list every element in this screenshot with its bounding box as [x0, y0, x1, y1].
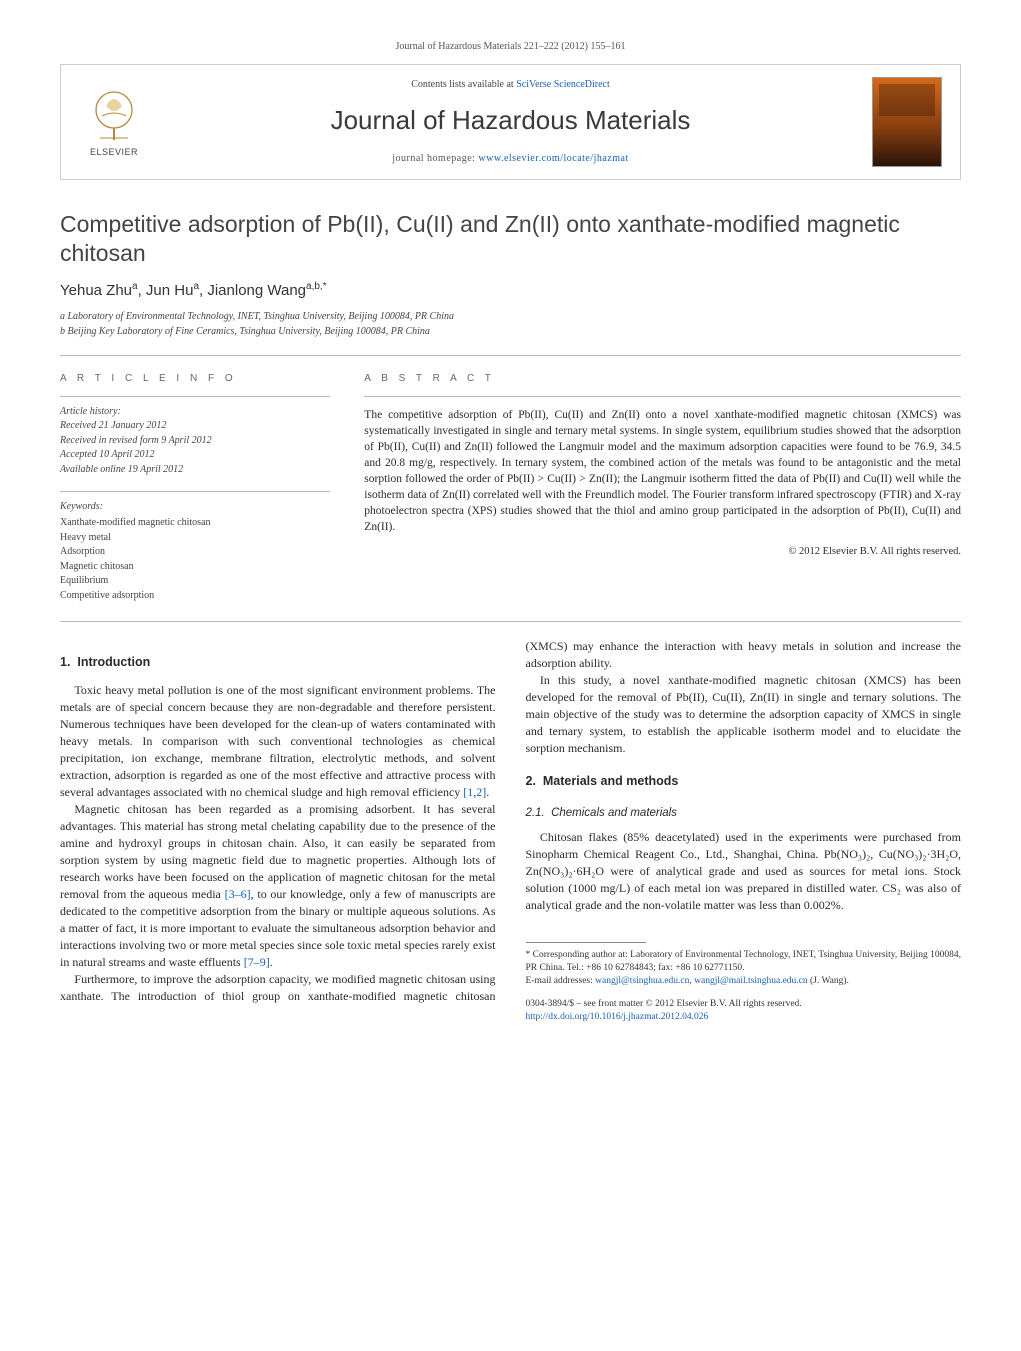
doi-link[interactable]: http://dx.doi.org/10.1016/j.jhazmat.2012…	[526, 1012, 709, 1022]
journal-homepage-line: journal homepage: www.elsevier.com/locat…	[167, 152, 854, 166]
elsevier-tree-icon	[84, 86, 144, 146]
paper-title: Competitive adsorption of Pb(II), Cu(II)…	[60, 210, 961, 268]
email-link[interactable]: wangjl@mail.tsinghua.edu.cn	[694, 976, 808, 986]
affiliation-b: b Beijing Key Laboratory of Fine Ceramic…	[60, 324, 961, 339]
email-link[interactable]: wangjl@tsinghua.edu.cn	[595, 976, 689, 986]
doi-block: 0304-3894/$ – see front matter © 2012 El…	[526, 998, 962, 1025]
homepage-prefix: journal homepage:	[392, 153, 478, 164]
keywords-head: Keywords:	[60, 500, 330, 514]
ref-citation[interactable]: [7–9]	[244, 955, 270, 969]
elsevier-wordmark: ELSEVIER	[90, 146, 138, 159]
abstract-rule	[364, 396, 961, 397]
abstract-column: A B S T R A C T The competitive adsorpti…	[364, 372, 961, 604]
footnote-rule	[526, 942, 646, 943]
abstract-copyright: © 2012 Elsevier B.V. All rights reserved…	[364, 545, 961, 560]
history-online: Available online 19 April 2012	[60, 463, 330, 478]
sciencedirect-link[interactable]: SciVerse ScienceDirect	[516, 79, 610, 90]
journal-cover-thumbnail	[872, 77, 942, 167]
body-top-rule	[60, 621, 961, 622]
keyword: Adsorption	[60, 545, 330, 560]
history-received: Received 21 January 2012	[60, 419, 330, 434]
keyword: Equilibrium	[60, 574, 330, 589]
ref-citation[interactable]: [1,2]	[463, 785, 486, 799]
keywords-rule	[60, 491, 330, 492]
keyword: Magnetic chitosan	[60, 560, 330, 575]
contents-available-line: Contents lists available at SciVerse Sci…	[167, 78, 854, 92]
article-info-heading: A R T I C L E I N F O	[60, 372, 330, 386]
contents-prefix: Contents lists available at	[411, 79, 516, 90]
body-paragraph: Toxic heavy metal pollution is one of th…	[60, 682, 496, 801]
article-info-rule	[60, 396, 330, 397]
keyword: Competitive adsorption	[60, 589, 330, 604]
history-revised: Received in revised form 9 April 2012	[60, 434, 330, 449]
history-accepted: Accepted 10 April 2012	[60, 448, 330, 463]
section-1-heading: 1. Introduction	[60, 654, 496, 672]
keyword: Xanthate-modified magnetic chitosan	[60, 516, 330, 531]
affiliations: a Laboratory of Environmental Technology…	[60, 309, 961, 339]
section-2-heading: 2. Materials and methods	[526, 773, 962, 791]
corresponding-author-footnote: * Corresponding author at: Laboratory of…	[526, 949, 962, 987]
section-rule	[60, 355, 961, 356]
history-head: Article history:	[60, 405, 330, 420]
ref-citation[interactable]: [3–6]	[225, 887, 251, 901]
article-info-column: A R T I C L E I N F O Article history: R…	[60, 372, 330, 604]
journal-header: ELSEVIER Contents lists available at Sci…	[60, 64, 961, 180]
running-head: Journal of Hazardous Materials 221–222 (…	[60, 40, 961, 54]
body-paragraph: Magnetic chitosan has been regarded as a…	[60, 801, 496, 971]
corr-author-text: * Corresponding author at: Laboratory of…	[526, 949, 962, 975]
elsevier-logo: ELSEVIER	[79, 83, 149, 161]
section-2-1-heading: 2.1. Chemicals and materials	[526, 805, 962, 821]
keywords-list: Xanthate-modified magnetic chitosan Heav…	[60, 516, 330, 603]
body-paragraph: Chitosan flakes (85% deacetylated) used …	[526, 829, 962, 914]
keyword: Heavy metal	[60, 531, 330, 546]
front-matter-line: 0304-3894/$ – see front matter © 2012 El…	[526, 998, 962, 1011]
abstract-heading: A B S T R A C T	[364, 372, 961, 386]
journal-homepage-link[interactable]: www.elsevier.com/locate/jhazmat	[478, 153, 628, 164]
body-two-column: 1. Introduction Toxic heavy metal pollut…	[60, 638, 961, 1025]
body-paragraph: In this study, a novel xanthate-modified…	[526, 672, 962, 757]
authors: Yehua Zhua, Jun Hua, Jianlong Wanga,b,*	[60, 280, 961, 301]
email-label: E-mail addresses:	[526, 976, 596, 986]
journal-name: Journal of Hazardous Materials	[167, 102, 854, 138]
abstract-text: The competitive adsorption of Pb(II), Cu…	[364, 407, 961, 536]
email-tail: (J. Wang).	[808, 976, 849, 986]
affiliation-a: a Laboratory of Environmental Technology…	[60, 309, 961, 324]
